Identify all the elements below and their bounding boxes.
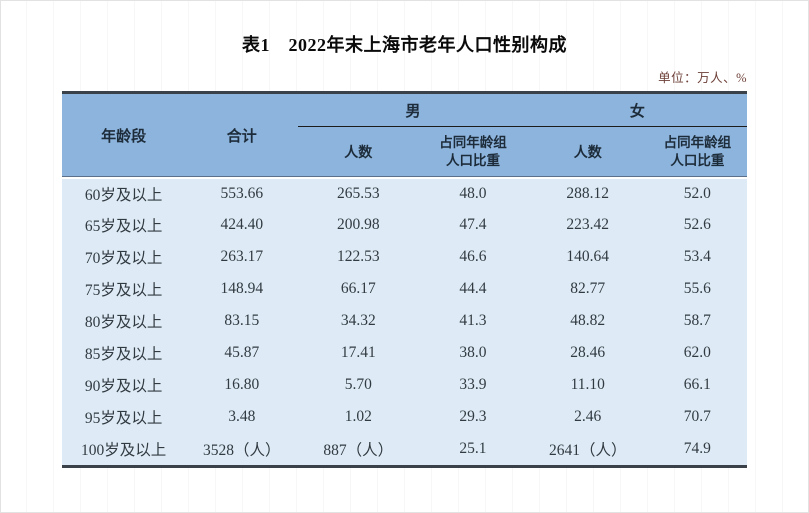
age-cell: 90岁及以上 bbox=[62, 369, 186, 401]
col-header-female-count: 人数 bbox=[527, 127, 648, 177]
total-cell: 3528（人） bbox=[185, 433, 299, 465]
table-row: 90岁及以上 16.80 5.70 33.9 11.10 66.1 bbox=[62, 369, 747, 401]
col-header-male: 男 bbox=[298, 94, 528, 127]
total-cell: 83.15 bbox=[185, 305, 299, 337]
total-cell: 45.87 bbox=[185, 337, 299, 369]
age-cell: 85岁及以上 bbox=[62, 337, 186, 369]
header-row-groups: 年龄段 合计 男 女 bbox=[62, 94, 747, 177]
total-cell: 263.17 bbox=[185, 241, 299, 273]
age-cell: 100岁及以上 bbox=[62, 433, 186, 465]
female-count-cell: 28.46 bbox=[527, 337, 648, 369]
female-count-cell: 11.10 bbox=[527, 369, 648, 401]
col-header-female: 女 bbox=[527, 94, 747, 127]
female-count-cell: 48.82 bbox=[527, 305, 648, 337]
total-cell: 3.48 bbox=[185, 401, 299, 433]
col-header-male-share: 占同年龄组 人口比重 bbox=[418, 127, 528, 177]
table-row: 75岁及以上 148.94 66.17 44.4 82.77 55.6 bbox=[62, 273, 747, 305]
male-count-cell: 887（人） bbox=[298, 433, 419, 465]
female-count-cell: 2641（人） bbox=[527, 433, 648, 465]
col-header-total: 合计 bbox=[185, 94, 299, 177]
male-count-cell: 34.32 bbox=[298, 305, 419, 337]
female-share-cell: 58.7 bbox=[647, 305, 747, 337]
female-count-cell: 140.64 bbox=[527, 241, 648, 273]
table-row: 80岁及以上 83.15 34.32 41.3 48.82 58.7 bbox=[62, 305, 747, 337]
female-share-cell: 52.0 bbox=[647, 177, 747, 209]
male-share-cell: 44.4 bbox=[418, 273, 528, 305]
table-row: 100岁及以上 3528（人） 887（人） 25.1 2641（人） 74.9 bbox=[62, 433, 747, 465]
col-header-male-count: 人数 bbox=[298, 127, 419, 177]
female-count-cell: 223.42 bbox=[527, 209, 648, 241]
female-count-cell: 82.77 bbox=[527, 273, 648, 305]
male-share-cell: 25.1 bbox=[418, 433, 528, 465]
header-row-subcolumns: 人数 占同年龄组 人口比重 人数 占同年龄组 人口比重 bbox=[62, 127, 747, 177]
male-count-cell: 265.53 bbox=[298, 177, 419, 209]
male-share-cell: 46.6 bbox=[418, 241, 528, 273]
table-row: 60岁及以上 553.66 265.53 48.0 288.12 52.0 bbox=[62, 177, 747, 209]
age-cell: 75岁及以上 bbox=[62, 273, 186, 305]
age-cell: 70岁及以上 bbox=[62, 241, 186, 273]
table-row: 70岁及以上 263.17 122.53 46.6 140.64 53.4 bbox=[62, 241, 747, 273]
female-share-cell: 74.9 bbox=[647, 433, 747, 465]
col-header-age-group: 年龄段 bbox=[62, 94, 186, 177]
female-count-cell: 2.46 bbox=[527, 401, 648, 433]
population-table: 年龄段 合计 男 女 人数 占同年龄组 人口比重 人数 占同年龄组 人口比重 6… bbox=[62, 91, 747, 468]
male-share-cell: 41.3 bbox=[418, 305, 528, 337]
total-cell: 16.80 bbox=[185, 369, 299, 401]
age-cell: 95岁及以上 bbox=[62, 401, 186, 433]
female-share-cell: 62.0 bbox=[647, 337, 747, 369]
male-count-cell: 1.02 bbox=[298, 401, 419, 433]
age-cell: 65岁及以上 bbox=[62, 209, 186, 241]
male-share-cell: 47.4 bbox=[418, 209, 528, 241]
male-count-cell: 122.53 bbox=[298, 241, 419, 273]
male-share-cell: 38.0 bbox=[418, 337, 528, 369]
male-share-cell: 29.3 bbox=[418, 401, 528, 433]
male-share-cell: 48.0 bbox=[418, 177, 528, 209]
female-count-cell: 288.12 bbox=[527, 177, 648, 209]
female-share-cell: 66.1 bbox=[647, 369, 747, 401]
female-share-cell: 53.4 bbox=[647, 241, 747, 273]
total-cell: 424.40 bbox=[185, 209, 299, 241]
col-header-female-share: 占同年龄组 人口比重 bbox=[647, 127, 747, 177]
age-cell: 80岁及以上 bbox=[62, 305, 186, 337]
table-row: 65岁及以上 424.40 200.98 47.4 223.42 52.6 bbox=[62, 209, 747, 241]
table-row: 95岁及以上 3.48 1.02 29.3 2.46 70.7 bbox=[62, 401, 747, 433]
male-count-cell: 66.17 bbox=[298, 273, 419, 305]
unit-note: 单位：万人、% bbox=[658, 71, 747, 85]
male-share-cell: 33.9 bbox=[418, 369, 528, 401]
total-cell: 553.66 bbox=[185, 177, 299, 209]
table-body: 60岁及以上 553.66 265.53 48.0 288.12 52.0 65岁及以上 42… bbox=[62, 177, 747, 465]
table-area: 单位：万人、% 年龄段 合计 男 女 人数 占同年龄组 人口比重 bbox=[62, 67, 747, 468]
male-count-cell: 200.98 bbox=[298, 209, 419, 241]
total-cell: 148.94 bbox=[185, 273, 299, 305]
table-header: 年龄段 合计 男 女 人数 占同年龄组 人口比重 人数 占同年龄组 人口比重 bbox=[62, 94, 747, 177]
table-title: 表1 2022年末上海市老年人口性别构成 bbox=[242, 35, 567, 55]
male-count-cell: 5.70 bbox=[298, 369, 419, 401]
female-share-cell: 55.6 bbox=[647, 273, 747, 305]
table-row: 85岁及以上 45.87 17.41 38.0 28.46 62.0 bbox=[62, 337, 747, 369]
female-share-cell: 70.7 bbox=[647, 401, 747, 433]
female-share-cell: 52.6 bbox=[647, 209, 747, 241]
age-cell: 60岁及以上 bbox=[62, 177, 186, 209]
male-count-cell: 17.41 bbox=[298, 337, 419, 369]
